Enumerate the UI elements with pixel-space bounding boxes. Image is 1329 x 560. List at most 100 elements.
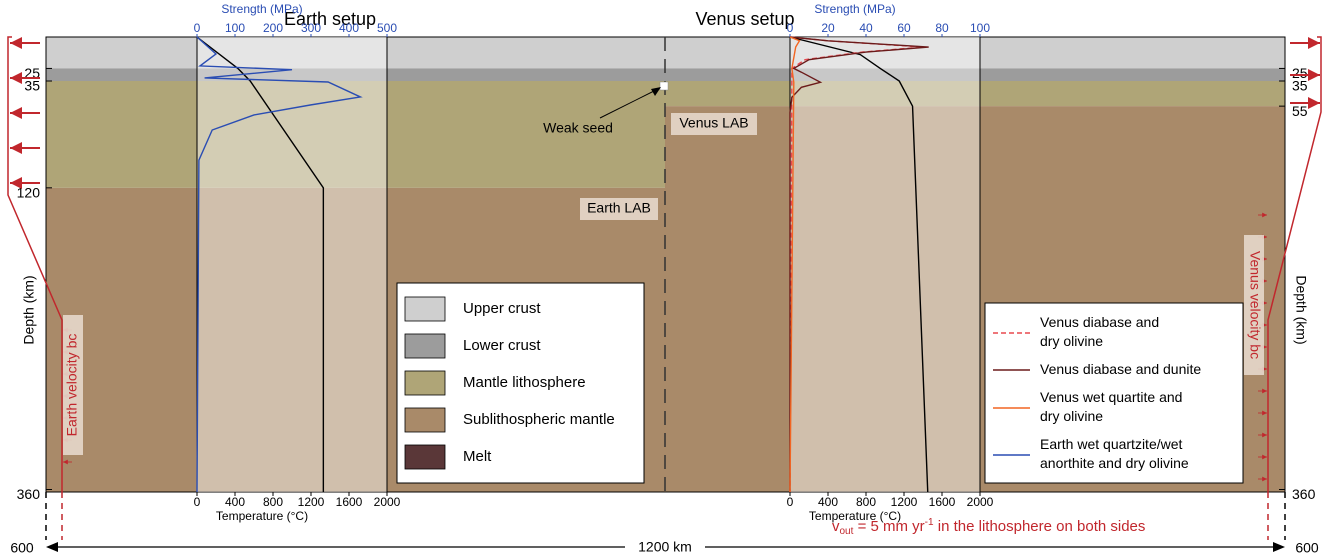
bc-small-arrow-head [1262, 212, 1267, 218]
profile-line [196, 36, 325, 492]
bc-small-arrow-head [63, 459, 68, 465]
earth-lab: Earth LAB [587, 200, 651, 216]
legend-label: Sublithospheric mantle [463, 411, 615, 428]
x-axis-label: Temperature (°C) [809, 509, 901, 523]
x-tick-label: 1200 [298, 495, 325, 509]
vout-part: = 5 mm yr [853, 518, 924, 535]
domain-depth: 600 [1295, 540, 1319, 556]
legend-swatch [404, 407, 446, 433]
x2-axis-label: Strength (MPa) [814, 2, 895, 16]
x-tick-label: 0 [194, 495, 201, 509]
depth-tick-label: 120 [17, 185, 41, 201]
domain-depth: 600 [10, 540, 34, 556]
legend-label: Melt [463, 448, 492, 465]
venus-lab: Venus LAB [679, 115, 748, 131]
x-tick-label: 400 [818, 495, 838, 509]
bc-arrow-head [10, 72, 22, 84]
x2-tick-label: 100 [970, 21, 990, 35]
x-tick-label: 800 [263, 495, 283, 509]
bc-arrow-head [1308, 37, 1320, 49]
bc-small-arrow-head [1262, 432, 1267, 438]
bc-arrow-head [10, 142, 22, 154]
profile-line [789, 36, 801, 493]
lab-box [580, 198, 658, 220]
legend-label: Earth wet quartzite/wet anorthite and dr… [1040, 436, 1189, 471]
legend-label: Upper crust [463, 300, 541, 317]
bc-line [1267, 36, 1322, 492]
vout-part: v [832, 518, 840, 535]
depth-tick-label: 25 [1292, 65, 1308, 81]
bc-small-arrow-head [1262, 454, 1267, 460]
x2-tick-label: 300 [301, 21, 321, 35]
bc-box [63, 315, 83, 455]
x-tick-label: 2000 [967, 495, 994, 509]
earth-bc: Earth velocity bc [64, 334, 80, 437]
legend-label: Venus diabase and dunite [1040, 361, 1201, 377]
layer [665, 37, 1285, 69]
legend-swatch [404, 444, 446, 470]
layer [665, 68, 1285, 81]
layer [46, 37, 665, 69]
earth-title: Earth setup [284, 9, 376, 29]
bc-small-arrow-head [1262, 476, 1267, 482]
bc-arrow-head [10, 107, 22, 119]
width-arrow-head [46, 542, 58, 552]
bc-box [1244, 235, 1264, 375]
legend-swatch [404, 333, 446, 359]
vout-label: vout = 5 mm yr-1 in the lithosphere on b… [832, 517, 1145, 537]
seed-arrow-head [651, 87, 661, 96]
x2-tick-label: 0 [787, 21, 794, 35]
panel-overlay [197, 37, 387, 492]
depth-tick-label: 360 [1292, 486, 1316, 502]
bc-arrow-head [1308, 97, 1320, 109]
depth-tick-label: 55 [1292, 103, 1308, 119]
legend-label: Lower crust [463, 337, 541, 354]
legend-label: Venus wet quartite and dry olivine [1040, 389, 1186, 424]
x2-tick-label: 80 [935, 21, 949, 35]
bc-line [7, 36, 63, 492]
panel-overlay [790, 37, 980, 492]
layer [665, 80, 1285, 107]
profile-line [789, 36, 929, 493]
width-label: 1200 km [638, 539, 692, 555]
venus-bc: Venus velocity bc [1247, 251, 1263, 359]
depth-tick-label: 360 [17, 486, 41, 502]
x2-tick-label: 0 [194, 21, 201, 35]
x2-tick-label: 40 [859, 21, 873, 35]
vout-part: -1 [925, 517, 934, 528]
bc-small-arrow-head [1262, 410, 1267, 416]
depth-tick-label: 35 [24, 78, 40, 94]
profile-line [196, 36, 363, 493]
vout-part: in the lithosphere on both sides [934, 518, 1146, 535]
bc-small-arrow-head [1262, 388, 1267, 394]
legend-label: Mantle lithosphere [463, 374, 586, 391]
bc-arrow-head [10, 177, 22, 189]
x-tick-label: 800 [856, 495, 876, 509]
x-tick-label: 0 [787, 495, 794, 509]
weak-seed [659, 81, 669, 91]
vout-part: out [840, 526, 854, 537]
depth-label: Depth (km) [1293, 275, 1309, 344]
legend-swatch [404, 296, 446, 322]
lab-box [671, 113, 757, 135]
x-tick-label: 2000 [374, 495, 401, 509]
seed-arrow [599, 88, 659, 119]
weak-seed-label: Weak seed [543, 120, 613, 136]
legend-label: Venus diabase and dry olivine [1040, 314, 1163, 349]
x-tick-label: 1600 [929, 495, 956, 509]
x-tick-label: 1200 [891, 495, 918, 509]
x2-tick-label: 400 [339, 21, 359, 35]
x-tick-label: 1600 [336, 495, 363, 509]
profile-line [789, 36, 929, 492]
legend-swatch [404, 370, 446, 396]
x-tick-label: 400 [225, 495, 245, 509]
x2-tick-label: 200 [263, 21, 283, 35]
layer [46, 80, 665, 188]
width-label-bg [625, 538, 705, 556]
width-arrow-head [1273, 542, 1285, 552]
x-axis-label: Temperature (°C) [216, 509, 308, 523]
x2-tick-label: 500 [377, 21, 397, 35]
layer [46, 68, 665, 81]
depth-tick-label: 35 [1292, 78, 1308, 94]
